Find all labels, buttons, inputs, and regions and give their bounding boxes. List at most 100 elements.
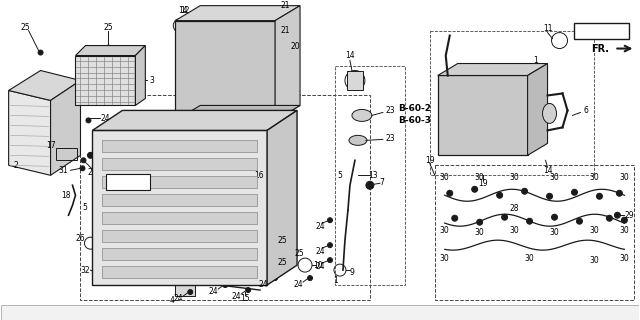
Text: 21: 21 (280, 26, 290, 35)
Circle shape (308, 276, 312, 281)
Text: 6: 6 (583, 106, 588, 115)
Bar (347, 70, 363, 91)
Text: B-60-2: B-60-2 (398, 104, 431, 113)
Text: 11: 11 (543, 24, 552, 33)
Text: 14: 14 (179, 6, 188, 15)
Circle shape (273, 276, 278, 281)
Text: 32: 32 (81, 266, 90, 275)
Polygon shape (175, 105, 300, 120)
Text: 1: 1 (178, 174, 182, 183)
Circle shape (452, 215, 458, 221)
Bar (1, 305, 639, 320)
Text: 30: 30 (509, 173, 520, 182)
Text: 14: 14 (237, 252, 247, 262)
Ellipse shape (543, 103, 557, 124)
Polygon shape (51, 81, 81, 175)
Circle shape (86, 118, 91, 123)
Text: 29: 29 (625, 211, 634, 220)
Circle shape (366, 181, 374, 189)
Text: 30: 30 (620, 173, 629, 182)
Text: FR.: FR. (591, 44, 609, 53)
FancyBboxPatch shape (106, 174, 150, 190)
Text: TX6AB1720A: TX6AB1720A (582, 309, 627, 315)
Text: 24: 24 (173, 293, 183, 302)
Text: 21: 21 (280, 1, 290, 10)
Polygon shape (8, 91, 51, 175)
Polygon shape (527, 64, 548, 155)
Circle shape (614, 212, 620, 218)
Text: 28: 28 (510, 204, 519, 213)
Text: B-17-32: B-17-32 (582, 26, 621, 35)
Text: 30: 30 (550, 228, 559, 237)
Circle shape (621, 217, 627, 223)
Text: 30: 30 (589, 226, 599, 235)
Text: 24: 24 (315, 262, 325, 271)
Circle shape (284, 250, 290, 256)
Bar (102, 266, 257, 278)
Text: 23: 23 (385, 106, 395, 115)
Text: 30: 30 (589, 256, 599, 265)
Text: 1: 1 (533, 56, 538, 65)
Circle shape (616, 190, 622, 196)
Text: 2020 Acura ILX Valve Assembly , Expansion Diagram for 80221-T3R-A41: 2020 Acura ILX Valve Assembly , Expansio… (159, 308, 461, 316)
Text: 30: 30 (509, 226, 520, 235)
Bar (335, 66, 405, 285)
Bar (102, 176, 257, 188)
Text: 24: 24 (259, 280, 268, 289)
Text: 5: 5 (82, 203, 87, 212)
Text: 10: 10 (313, 260, 323, 270)
Ellipse shape (352, 109, 372, 121)
Polygon shape (136, 45, 145, 105)
Text: 7: 7 (380, 178, 384, 187)
Bar (175, 278, 195, 296)
Circle shape (267, 237, 273, 243)
Text: 30: 30 (620, 254, 629, 263)
Text: 23: 23 (385, 134, 395, 143)
Text: 18: 18 (61, 191, 70, 200)
Text: 30: 30 (620, 226, 629, 235)
Polygon shape (92, 110, 297, 130)
Text: 19: 19 (425, 156, 435, 165)
Circle shape (80, 166, 85, 171)
Text: 1: 1 (333, 276, 339, 284)
Circle shape (328, 243, 332, 248)
Text: 14: 14 (543, 166, 552, 175)
Text: 31: 31 (59, 166, 68, 175)
Circle shape (328, 218, 332, 223)
Polygon shape (76, 56, 136, 105)
Text: 25: 25 (277, 236, 287, 245)
Text: 14: 14 (345, 51, 355, 60)
Text: 33: 33 (265, 151, 275, 160)
Text: 17: 17 (45, 141, 56, 150)
Text: B-61: B-61 (117, 178, 140, 187)
Text: 24: 24 (88, 168, 97, 177)
Circle shape (81, 158, 86, 163)
Text: B-60-3: B-60-3 (398, 116, 431, 125)
Text: 30: 30 (525, 254, 534, 263)
Text: 30: 30 (550, 173, 559, 182)
Text: 24: 24 (209, 286, 218, 296)
Circle shape (522, 188, 527, 194)
Circle shape (472, 186, 477, 192)
Text: 3: 3 (150, 76, 155, 85)
Text: 20: 20 (290, 42, 300, 51)
Circle shape (328, 258, 332, 263)
Circle shape (547, 193, 552, 199)
Bar (102, 212, 257, 224)
Text: 13: 13 (368, 171, 378, 180)
Bar (430, 31, 595, 175)
Text: 24: 24 (100, 114, 110, 123)
Circle shape (223, 283, 228, 288)
Text: 24: 24 (315, 247, 325, 256)
Text: 30: 30 (475, 228, 484, 237)
Ellipse shape (349, 135, 367, 145)
Text: 16: 16 (254, 171, 264, 180)
Bar (438, 76, 527, 155)
Text: 4: 4 (170, 296, 175, 305)
Polygon shape (267, 110, 297, 285)
Circle shape (88, 152, 93, 158)
Circle shape (92, 270, 99, 276)
Text: 15: 15 (241, 293, 250, 302)
Circle shape (497, 192, 502, 198)
Polygon shape (76, 45, 145, 56)
